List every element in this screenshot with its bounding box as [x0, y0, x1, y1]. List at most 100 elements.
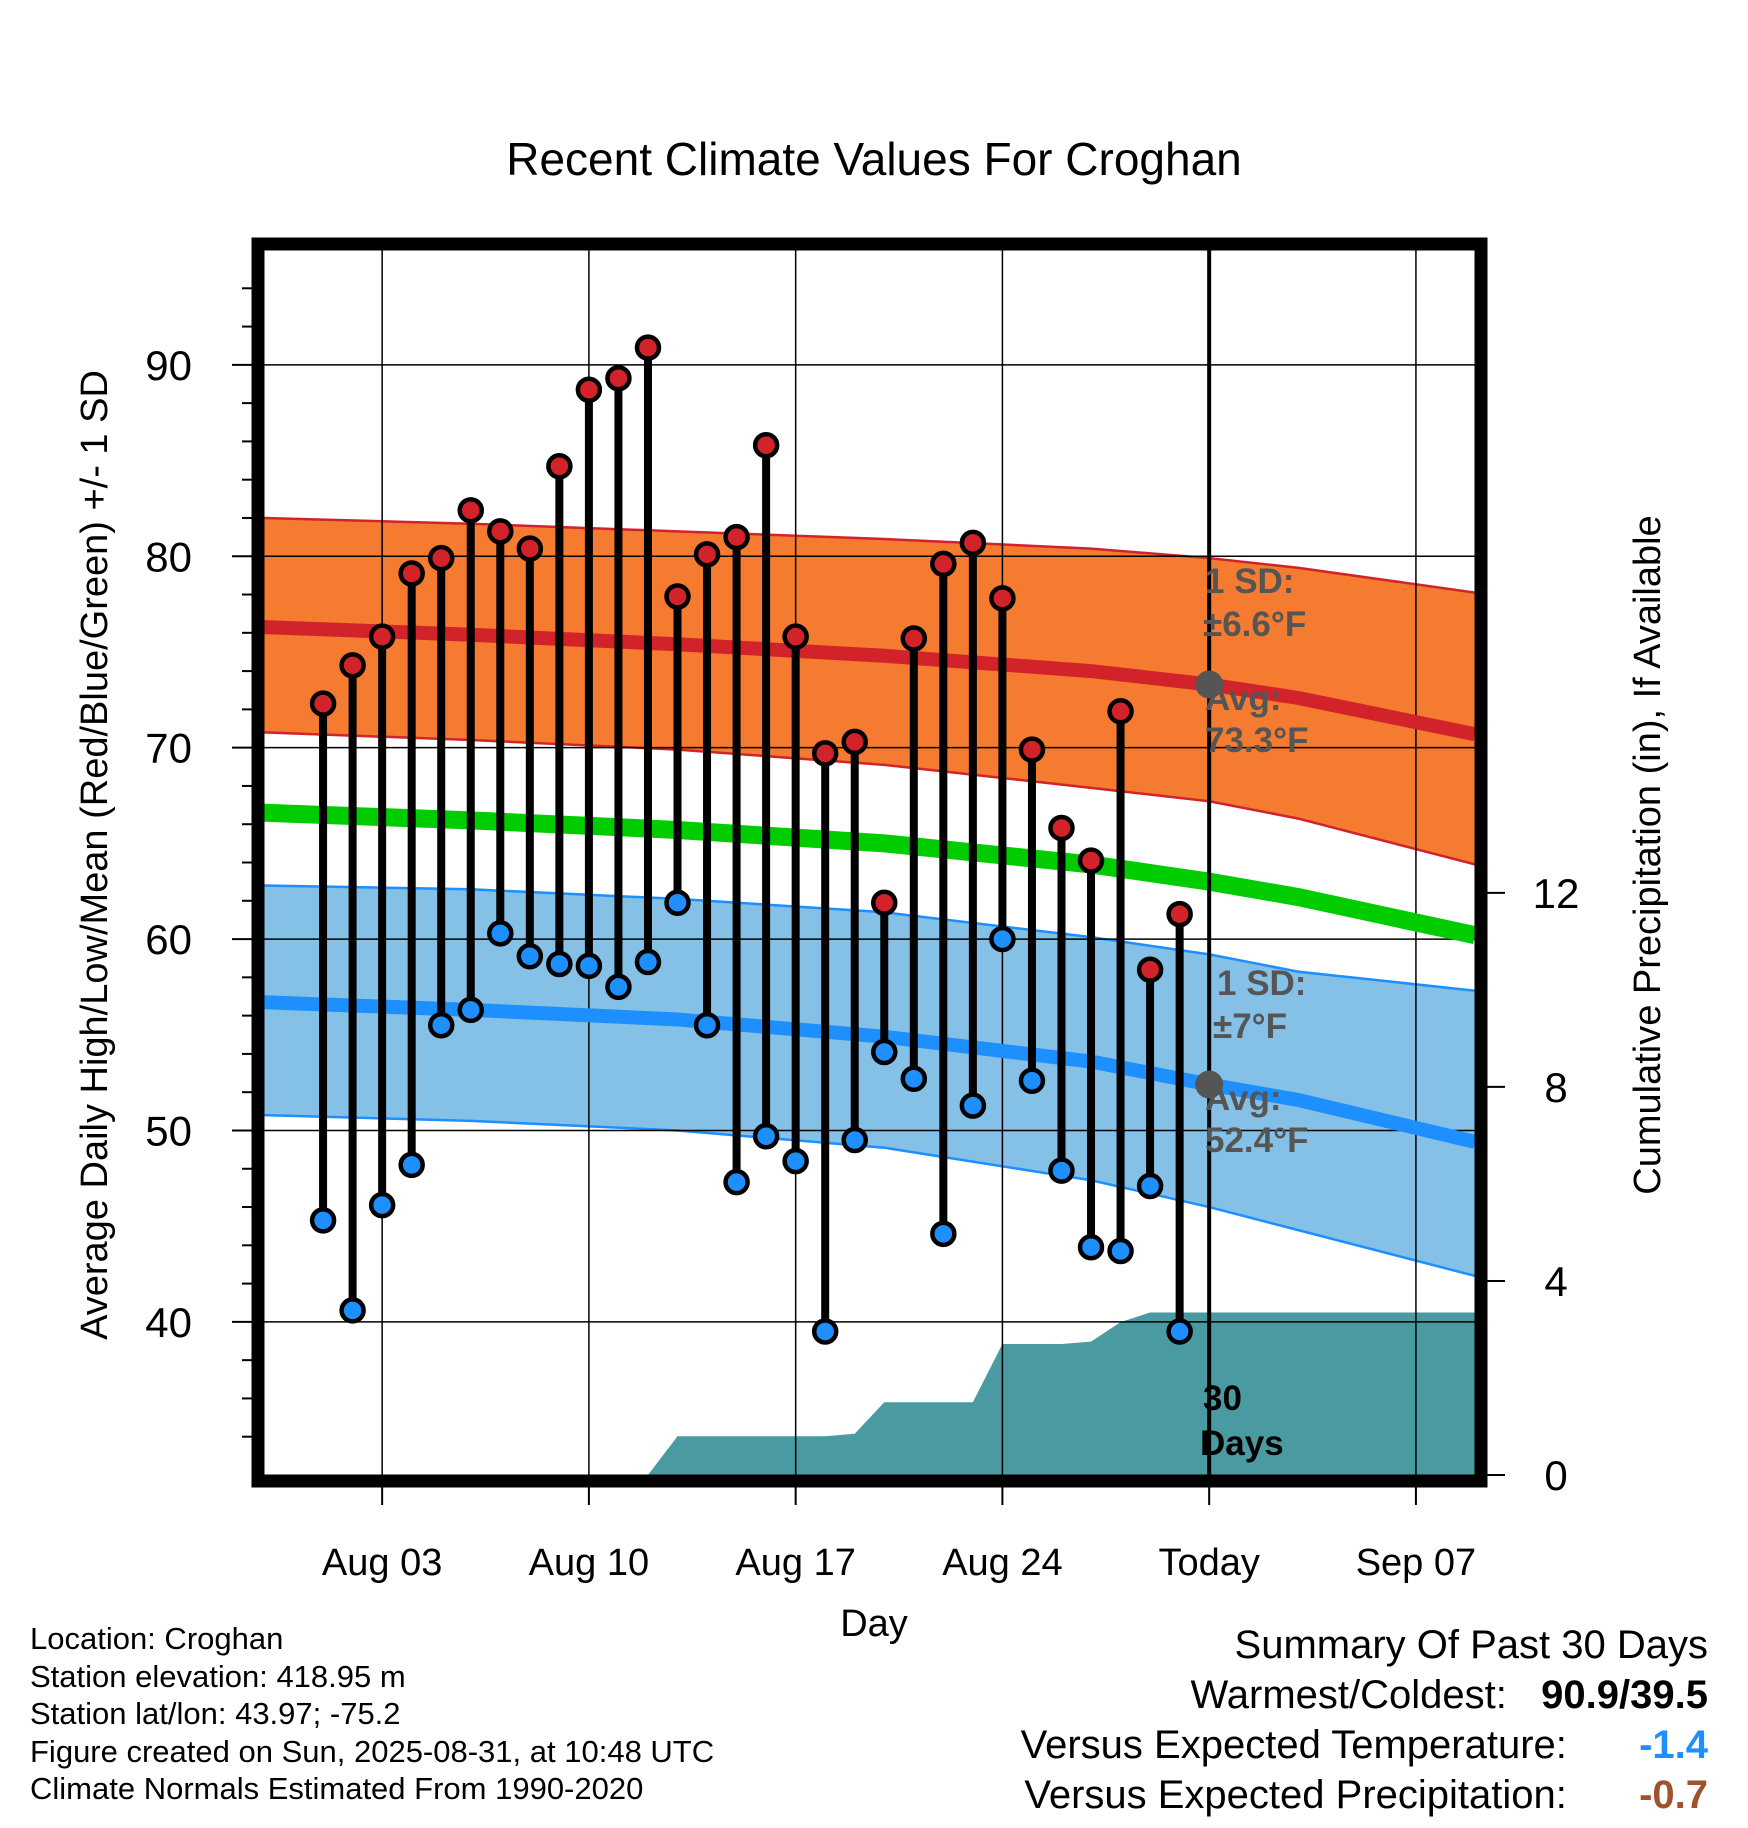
high-band-lower-edge	[264, 731, 1475, 866]
observed-high-point	[871, 889, 898, 916]
observed-low-point	[900, 1065, 928, 1093]
normals-text: Climate Normals Estimated From 1990-2020	[30, 1771, 644, 1806]
summary-temp: Versus Expected Temperature: -1.4	[1021, 1720, 1708, 1770]
observed-low-point	[575, 952, 603, 980]
observed-high-point	[900, 625, 928, 652]
y-tick-label-left: 70	[145, 725, 192, 772]
low-sd-label: 1 SD:	[1217, 964, 1306, 1003]
observed-low-point	[1107, 1237, 1134, 1265]
chart-title: Recent Climate Values For Croghan	[506, 133, 1241, 185]
y-tick-label-right: 0	[1544, 1452, 1567, 1499]
observed-low-point	[841, 1126, 868, 1154]
observed-high-point	[1166, 900, 1193, 928]
observed-high-point	[1136, 956, 1164, 983]
observed-high-point	[605, 364, 632, 392]
observed-high-point	[1048, 814, 1075, 842]
observed-high-point	[339, 652, 366, 679]
high-sd-band	[264, 517, 1475, 865]
observed-low-point	[930, 1220, 957, 1248]
warm-cold-label: Warmest/Coldest:	[1190, 1673, 1507, 1717]
elevation-text: Station elevation: 418.95 m	[30, 1658, 406, 1694]
observed-low-point	[1048, 1157, 1075, 1184]
observed-high-point	[811, 740, 839, 767]
observed-low-point	[516, 943, 544, 970]
low-avg-line	[264, 995, 1475, 1149]
created-text: Figure created on Sun, 2025-08-31, at 10…	[30, 1733, 715, 1769]
observed-high-point	[693, 541, 721, 568]
low-sd-band	[264, 885, 1475, 1276]
observed-high-point	[959, 529, 987, 557]
high-avg-line	[264, 620, 1475, 742]
observed-high-point	[634, 334, 662, 361]
x-tick-label: Aug 24	[942, 1542, 1062, 1584]
today-high-avg-dot	[1195, 670, 1224, 699]
observed-low-point	[398, 1151, 425, 1179]
observed-high-point	[1018, 736, 1046, 763]
low-band-upper-edge	[264, 884, 1475, 992]
observed-low-point	[752, 1122, 780, 1150]
days-label-number: 30	[1203, 1379, 1242, 1418]
summary-panel: Summary Of Past 30 Days Warmest/Coldest:…	[1021, 1620, 1708, 1820]
high-avg-value: 73.3°F	[1205, 721, 1309, 760]
x-tick-label: Aug 17	[735, 1542, 855, 1584]
precip-value: -0.7	[1639, 1773, 1708, 1817]
location-text: Location: Croghan	[30, 1621, 284, 1656]
observed-low-point	[487, 920, 514, 947]
observed-low-point	[811, 1318, 839, 1345]
observed-high-point	[752, 431, 780, 459]
observed-low-point	[782, 1147, 809, 1175]
observed-high-point	[398, 560, 425, 587]
observed-low-point	[723, 1168, 750, 1196]
precip-label: Versus Expected Precipitation:	[1024, 1773, 1567, 1817]
observed-high-point	[782, 623, 809, 650]
observed-low-point	[664, 889, 691, 916]
temp-value: -1.4	[1639, 1723, 1708, 1767]
y-tick-label-left: 60	[145, 916, 192, 963]
latlon-text: Station lat/lon: 43.97; -75.2	[30, 1696, 401, 1731]
observed-low-point	[1166, 1318, 1193, 1345]
observed-high-point	[930, 550, 957, 578]
precip-area	[647, 1312, 1475, 1475]
observed-high-point	[546, 453, 573, 480]
y-tick-label-left: 80	[145, 533, 192, 580]
y-tick-label-left: 90	[145, 342, 192, 389]
observed-high-point	[989, 585, 1016, 612]
observed-low-point	[871, 1038, 898, 1066]
x-axis-label: Day	[840, 1603, 908, 1645]
low-sd-value: ±7°F	[1213, 1007, 1287, 1046]
high-sd-value: ±6.6°F	[1203, 605, 1306, 644]
observed-high-point	[723, 523, 750, 551]
observed-high-point	[457, 497, 485, 524]
observed-low-point	[1136, 1172, 1164, 1200]
y-axis-label-right: Cumulative Precipitation (in), If Availa…	[1627, 515, 1669, 1194]
observed-low-point	[368, 1191, 396, 1219]
observed-low-point	[1077, 1233, 1105, 1261]
y-tick-label-right: 8	[1544, 1064, 1567, 1111]
high-sd-label: 1 SD:	[1205, 562, 1294, 601]
observed-low-point	[605, 973, 632, 1001]
high-avg-label: Avg:	[1205, 679, 1281, 718]
observed-high-point	[516, 535, 544, 562]
observed-low-point	[309, 1207, 337, 1234]
x-tick-label: Today	[1158, 1542, 1259, 1584]
observed-low-point	[634, 948, 662, 976]
temp-label: Versus Expected Temperature:	[1020, 1723, 1567, 1767]
summary-warm-cold: Warmest/Coldest: 90.9/39.5	[1021, 1670, 1709, 1720]
today-low-avg-dot	[1195, 1070, 1224, 1099]
observed-high-point	[1077, 847, 1105, 874]
low-band-lower-edge	[264, 1113, 1475, 1278]
observed-high-point	[841, 728, 868, 756]
observed-low-point	[989, 925, 1016, 953]
observed-high-point	[1107, 698, 1134, 725]
observed-low-point	[339, 1297, 366, 1324]
observed-low-point	[959, 1092, 987, 1119]
low-avg-label: Avg:	[1205, 1079, 1281, 1118]
mean-line	[264, 803, 1475, 945]
observed-low-point	[693, 1011, 721, 1039]
y-tick-label-right: 4	[1544, 1258, 1567, 1305]
observed-low-point	[457, 996, 485, 1024]
observed-high-point	[309, 690, 337, 717]
